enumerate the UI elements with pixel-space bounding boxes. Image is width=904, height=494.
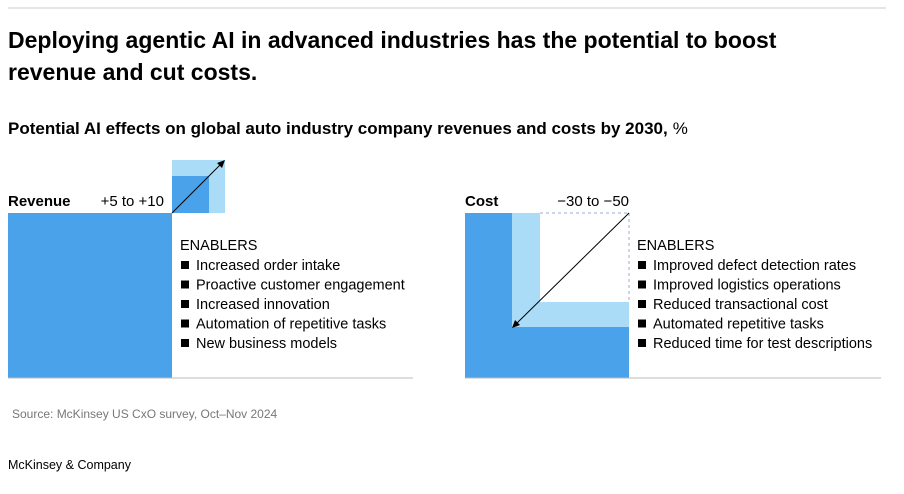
- title: Deploying agentic AI in advanced industr…: [8, 27, 777, 53]
- enabler: Increased innovation: [196, 297, 330, 313]
- panel-label: Revenue: [8, 193, 71, 210]
- bullet: [638, 280, 646, 289]
- enablers-heading: ENABLERS: [180, 238, 257, 254]
- enabler: Improved defect detection rates: [653, 258, 856, 274]
- subtitle-text: Potential AI effects on global auto indu…: [8, 119, 668, 138]
- panel-label: Cost: [465, 193, 498, 210]
- revenue-graphic: [8, 160, 413, 379]
- range-label: +5 to +10: [101, 193, 164, 210]
- bullet: [181, 300, 189, 308]
- subtitle: Potential AI effects on global auto indu…: [8, 119, 688, 138]
- bullet: [638, 319, 646, 328]
- unit: %: [673, 119, 688, 138]
- enabler: New business models: [196, 336, 337, 352]
- bullet: [181, 261, 189, 269]
- enabler: Automated repetitive tasks: [653, 317, 824, 333]
- enablers-heading: ENABLERS: [637, 238, 714, 254]
- title: revenue and cut costs.: [8, 59, 257, 85]
- cost-graphic: [465, 212, 881, 379]
- enabler: Improved logistics operations: [653, 278, 841, 294]
- range-label: −30 to −50: [557, 193, 629, 210]
- bullet: [638, 261, 646, 269]
- bullet: [181, 319, 189, 328]
- enabler: Automation of repetitive tasks: [196, 317, 386, 333]
- enabler: Reduced time for test descriptions: [653, 336, 872, 352]
- bullet: [181, 339, 189, 347]
- source: Source: McKinsey US CxO survey, Oct–Nov …: [12, 407, 278, 421]
- enabler: Proactive customer engagement: [196, 278, 405, 294]
- bullet: [638, 339, 646, 347]
- bullet: [638, 300, 646, 308]
- enabler: Reduced transactional cost: [653, 297, 828, 313]
- bullet: [181, 280, 189, 289]
- enabler: Increased order intake: [196, 258, 340, 274]
- brand: McKinsey & Company: [8, 458, 132, 472]
